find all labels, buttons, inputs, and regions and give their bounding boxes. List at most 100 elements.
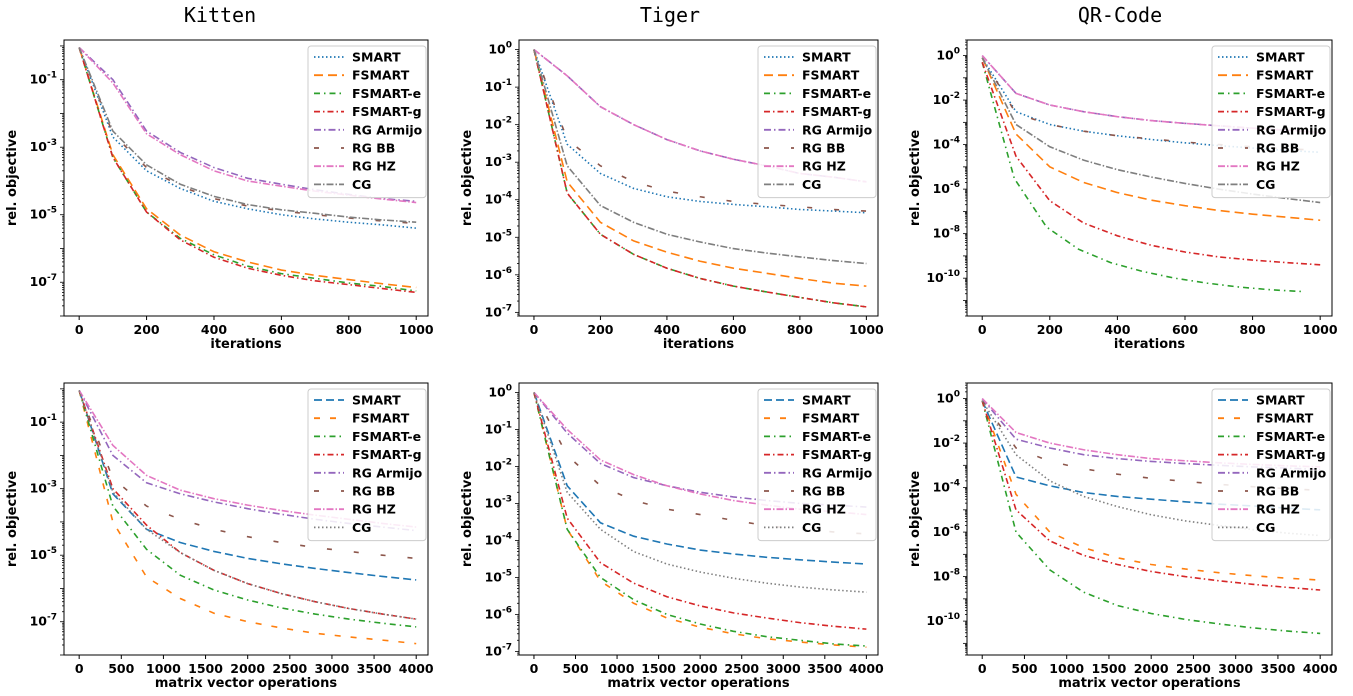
series-line-smart [78, 390, 417, 581]
series-line-smart [533, 49, 867, 214]
legend-label: RG HZ [352, 159, 396, 174]
x-tick-label: 2500 [724, 661, 759, 676]
y-tick-label: 10-2 [933, 434, 960, 450]
legend: SMART FSMART FSMART-e FSMART-g RG Armijo RG B… [757, 388, 877, 542]
legend-label: RG Armijo [1256, 465, 1327, 480]
y-tick-label: 10-8 [933, 568, 960, 584]
axes-frame [63, 382, 429, 656]
chart-panel-2: 0 200 400 600 800 1000 10-10 10-8 10-6 10-4 10-2 10… [908, 39, 1338, 352]
x-tick-label: 1000 [600, 661, 635, 676]
legend-label: FSMART-e [352, 86, 421, 101]
x-tick-label: 1000 [1303, 322, 1338, 337]
axes-frame [518, 39, 879, 317]
legend: SMART FSMART FSMART-e FSMART-g RG Armijo RG B… [307, 45, 427, 199]
legend-label: FSMART-e [802, 86, 871, 101]
y-tick-label: 10-1 [485, 78, 512, 94]
series-line-fsmart-g [533, 392, 867, 630]
y-axis-label: rel. objective [908, 130, 923, 227]
series-line-cg [981, 400, 1321, 537]
legend-label: FSMART-g [1256, 104, 1326, 119]
series-line-rg-hz [78, 46, 417, 204]
x-axis-label: matrix vector operations [1058, 676, 1240, 691]
legend-label: CG [352, 177, 371, 192]
legend-label: SMART [352, 393, 401, 408]
y-tick-label: 10-5 [485, 568, 512, 584]
x-tick-label: 500 [1011, 661, 1037, 676]
series-line-fsmart [981, 57, 1321, 222]
series-line-cg [533, 392, 867, 593]
legend-label: FSMART [1256, 68, 1314, 83]
legend-box [1211, 45, 1331, 199]
y-tick-label: 10-5 [30, 206, 57, 222]
axes-frame [966, 39, 1333, 317]
y-tick-label: 10-2 [933, 91, 960, 107]
legend-label: SMART [1256, 393, 1305, 408]
y-tick-label: 10-7 [30, 273, 57, 289]
x-tick-label: 2000 [683, 661, 718, 676]
x-tick-label: 800 [336, 322, 362, 337]
x-tick-label: 3000 [1218, 661, 1253, 676]
series-line-cg [78, 47, 417, 224]
legend-box [757, 45, 877, 199]
x-tick-label: 4000 [1303, 661, 1338, 676]
x-tick-label: 600 [268, 322, 294, 337]
x-tick-label: 600 [1172, 322, 1198, 337]
x-axis-label: matrix vector operations [155, 676, 337, 691]
series-line-smart [78, 47, 417, 229]
chart-panel-1: 0 200 400 600 800 1000 10-7 10-6 10-5 10-4 10-3 10-… [460, 39, 884, 352]
y-tick-label: 10-6 [933, 523, 960, 539]
series-line-fsmart [981, 400, 1321, 581]
column-title-qr-code: QR-Code [1078, 3, 1162, 27]
x-tick-label: 200 [1037, 322, 1063, 337]
series-line-fsmart-g [981, 400, 1321, 591]
y-tick-label: 10-1 [485, 420, 512, 436]
legend-label: FSMART [1256, 411, 1314, 426]
y-tick-label: 10-5 [485, 228, 512, 244]
x-tick-label: 3500 [357, 661, 392, 676]
x-tick-label: 1000 [399, 322, 434, 337]
column-title-kitten: Kitten [184, 3, 256, 27]
y-axis-label: rel. objective [5, 130, 20, 227]
legend-box [307, 45, 427, 199]
x-tick-label: 600 [720, 322, 746, 337]
y-tick-label: 10-4 [485, 531, 512, 547]
legend-label: FSMART [352, 68, 410, 83]
x-tick-label: 800 [1240, 322, 1266, 337]
legend-label: FSMART-g [352, 104, 422, 119]
column-title-tiger: Tiger [640, 3, 700, 27]
series-line-fsmart [533, 392, 867, 648]
legend-box [757, 388, 877, 542]
chart-panel-0: 0 200 400 600 800 1000 10-7 10-5 10-3 10-1 iterati… [5, 39, 434, 352]
x-tick-label: 1500 [641, 661, 676, 676]
x-tick-label: 2500 [1176, 661, 1211, 676]
x-tick-label: 3000 [766, 661, 801, 676]
legend-label: RG Armijo [352, 122, 423, 137]
series-line-fsmart-e [981, 62, 1304, 293]
x-tick-label: 2000 [1134, 661, 1169, 676]
legend-label: FSMART-e [1256, 86, 1325, 101]
x-tick-label: 3500 [1261, 661, 1296, 676]
y-tick-label: 10-3 [30, 138, 57, 154]
legend-label: RG Armijo [1256, 122, 1327, 137]
series-line-fsmart [78, 47, 417, 289]
x-tick-label: 400 [1104, 322, 1130, 337]
legend-label: CG [352, 520, 371, 535]
series-line-rg-bb [78, 390, 417, 560]
axes-frame [518, 382, 879, 656]
legend-box [307, 388, 427, 542]
series-line-fsmart [533, 49, 867, 287]
x-tick-label: 400 [654, 322, 680, 337]
y-tick-label: 10-5 [30, 546, 57, 562]
legend-label: FSMART-g [1256, 447, 1326, 462]
y-tick-label: 100 [488, 383, 512, 399]
y-tick-label: 10-4 [485, 191, 512, 207]
y-tick-label: 10-6 [933, 180, 960, 196]
legend-box [1211, 388, 1331, 542]
series-line-cg [981, 57, 1321, 204]
legend-label: RG Armijo [802, 465, 873, 480]
series-line-smart [981, 400, 1321, 511]
x-tick-label: 1000 [849, 322, 884, 337]
y-tick-label: 10-6 [485, 266, 512, 282]
legend-label: CG [802, 520, 821, 535]
legend-label: RG Armijo [802, 122, 873, 137]
